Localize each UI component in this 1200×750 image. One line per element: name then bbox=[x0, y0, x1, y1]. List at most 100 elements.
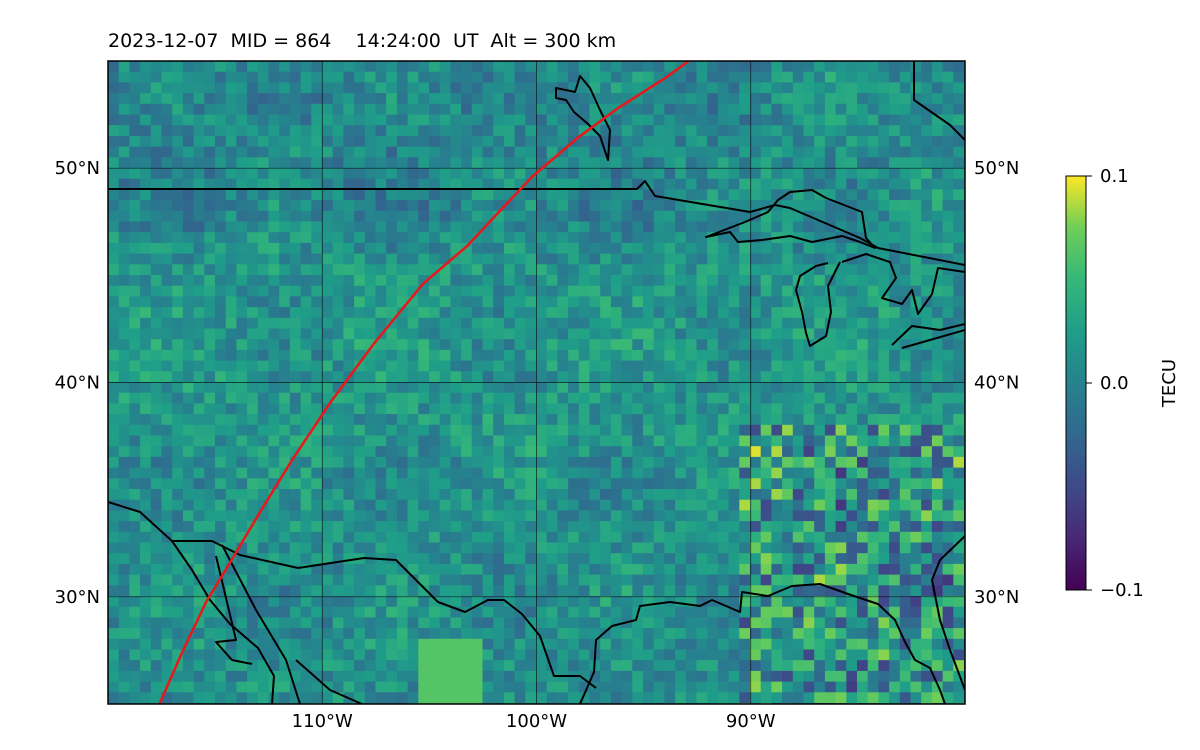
tec-cell bbox=[386, 628, 398, 640]
tec-cell bbox=[653, 596, 665, 608]
tec-cell bbox=[546, 232, 558, 244]
tec-cell bbox=[653, 328, 665, 340]
tec-cell bbox=[771, 157, 783, 169]
tec-cell bbox=[300, 168, 312, 180]
tec-cell bbox=[343, 553, 355, 565]
tec-cell bbox=[129, 596, 141, 608]
tec-cell bbox=[439, 146, 451, 158]
tec-cell bbox=[921, 574, 933, 586]
tec-cell bbox=[503, 392, 516, 404]
tec-cell bbox=[578, 435, 591, 447]
tec-cell bbox=[610, 317, 623, 330]
tec-cell bbox=[364, 585, 377, 597]
tec-cell bbox=[589, 275, 601, 287]
tec-cell bbox=[450, 61, 462, 73]
tec-cell bbox=[857, 349, 869, 362]
tec-cell bbox=[525, 606, 537, 618]
tec-cell bbox=[471, 467, 484, 479]
tec-cell bbox=[728, 146, 740, 158]
tec-cell bbox=[857, 424, 869, 437]
tec-cell bbox=[236, 71, 248, 83]
tec-cell bbox=[632, 499, 644, 511]
tec-cell bbox=[407, 125, 419, 137]
tec-cell bbox=[215, 670, 227, 683]
tec-cell bbox=[343, 414, 355, 426]
tec-cell bbox=[182, 82, 195, 94]
tec-cell bbox=[782, 103, 794, 116]
tec-cell bbox=[717, 146, 730, 158]
tec-cell bbox=[610, 489, 623, 501]
tec-cell bbox=[386, 510, 398, 522]
tec-cell bbox=[632, 414, 644, 426]
tec-cell bbox=[760, 360, 772, 372]
tec-cell bbox=[750, 596, 762, 608]
tec-cell bbox=[525, 178, 537, 190]
tec-cell bbox=[536, 82, 548, 94]
tec-cell bbox=[878, 510, 890, 522]
tec-cell bbox=[161, 71, 173, 83]
tec-cell bbox=[782, 617, 794, 629]
tec-cell bbox=[129, 296, 141, 308]
tec-cell bbox=[204, 574, 216, 586]
tec-cell bbox=[311, 670, 323, 683]
tec-cell bbox=[108, 499, 120, 511]
tec-cell bbox=[375, 489, 387, 501]
tec-cell bbox=[354, 157, 366, 169]
tec-cell bbox=[407, 660, 419, 672]
tec-cell bbox=[953, 61, 965, 73]
tec-cell bbox=[503, 585, 516, 597]
tec-cell bbox=[557, 242, 569, 255]
tec-cell bbox=[236, 606, 248, 618]
tec-cell bbox=[739, 435, 751, 447]
tec-cell bbox=[268, 617, 280, 629]
tec-cell bbox=[108, 82, 120, 94]
tec-cell bbox=[803, 478, 815, 490]
tec-cell bbox=[450, 339, 462, 351]
tec-cell bbox=[493, 585, 505, 597]
tec-cell bbox=[750, 221, 762, 233]
tec-cell bbox=[899, 478, 912, 490]
tec-cell bbox=[268, 328, 280, 340]
tec-cell bbox=[503, 125, 516, 137]
tec-cell bbox=[717, 553, 730, 565]
tec-cell bbox=[675, 168, 687, 180]
tec-cell bbox=[354, 221, 366, 233]
tec-cell bbox=[332, 456, 344, 469]
tec-cell bbox=[600, 467, 612, 479]
tec-cell bbox=[600, 574, 612, 586]
tec-cell bbox=[450, 135, 462, 148]
tec-cell bbox=[568, 317, 580, 330]
tec-cell bbox=[129, 232, 141, 244]
tec-cell bbox=[953, 510, 965, 522]
tec-cell bbox=[857, 103, 869, 116]
tec-cell bbox=[300, 392, 312, 404]
tec-cell bbox=[953, 553, 965, 565]
tec-cell bbox=[536, 478, 548, 490]
tec-cell bbox=[814, 71, 826, 83]
tec-cell bbox=[161, 574, 173, 586]
tec-cell bbox=[108, 553, 120, 565]
tec-cell bbox=[418, 221, 430, 233]
tec-cell bbox=[835, 189, 847, 201]
tec-cell bbox=[300, 232, 312, 244]
tec-cell bbox=[482, 232, 494, 244]
tec-cell bbox=[878, 317, 890, 330]
tec-cell bbox=[814, 681, 826, 693]
tec-cell bbox=[503, 403, 516, 415]
tec-cell bbox=[921, 424, 933, 437]
tec-cell bbox=[653, 531, 665, 544]
tec-cell bbox=[771, 264, 783, 276]
tec-cell bbox=[600, 403, 612, 415]
tec-cell bbox=[675, 435, 687, 447]
tec-cell bbox=[696, 264, 708, 276]
tec-cell bbox=[429, 93, 441, 105]
tec-cell bbox=[247, 328, 259, 340]
tec-cell bbox=[835, 596, 847, 608]
tec-cell bbox=[760, 146, 772, 158]
tec-cell bbox=[375, 146, 387, 158]
tec-cell bbox=[664, 499, 676, 511]
tec-cell bbox=[653, 670, 665, 683]
tec-cell bbox=[375, 189, 387, 201]
tec-cell bbox=[824, 563, 837, 576]
tec-cell bbox=[418, 553, 430, 565]
